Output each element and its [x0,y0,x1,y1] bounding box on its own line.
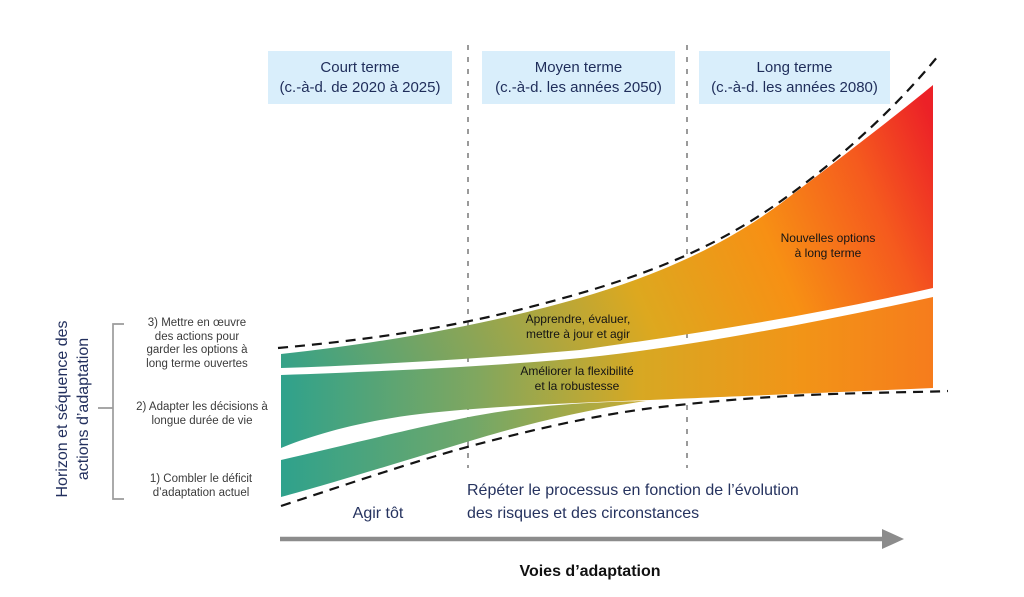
timebox-moyen-terme: Moyen terme (c.-à-d. les années 2050) [482,51,675,104]
y-axis-label-line2: actions d’adaptation [75,337,92,481]
timebox-long-terme: Long terme (c.-à-d. les années 2080) [699,51,890,104]
annotation-repeat-process: Répéter le processus en fonction de l’év… [467,482,799,522]
action-label-2-adapt-decisions: 2) Adapter les décisions à longue durée … [136,401,268,427]
timebox-subtitle: (c.-à-d. les années 2050) [495,78,662,96]
lower-envelope-dashed-curve [280,389,949,508]
y-axis-label-line1: Horizon et séquence des [54,320,71,498]
action-label-1-close-deficit: 1) Combler le déficit d’adaptation actue… [149,473,253,499]
timebox-title: Court terme [320,58,400,76]
band-label-improve-flexibility: Améliorer la flexibilité et la robustess… [520,364,634,393]
upper-envelope-dashed-curve [277,55,939,350]
y-axis-label: Horizon et séquence des actions d’adapta… [52,294,94,524]
timebox-court-terme: Court terme (c.-à-d. de 2020 à 2025) [268,51,452,104]
timebox-subtitle: (c.-à-d. de 2020 à 2025) [279,78,441,96]
x-axis-label: Voies d’adaptation [519,563,661,580]
adaptation-axis-arrow [280,529,904,549]
band-label-learn-evaluate: Apprendre, évaluer, mettre à jour et agi… [525,312,631,341]
timebox-title: Moyen terme [534,58,623,76]
timebox-title: Long terme [756,58,833,76]
band-adapt-decisions [281,297,933,448]
band-label-new-long-term-options: Nouvelles options à long terme [780,231,876,260]
axis-range-bracket [98,323,124,500]
action-label-3-keep-options: 3) Mettre en œuvre des actions pour gard… [146,317,248,370]
timebox-subtitle: (c.-à-d. les années 2080) [711,78,878,96]
band-keep-options-open [281,85,933,368]
annotation-act-early: Agir tôt [352,505,404,522]
band-close-deficit [281,401,646,497]
